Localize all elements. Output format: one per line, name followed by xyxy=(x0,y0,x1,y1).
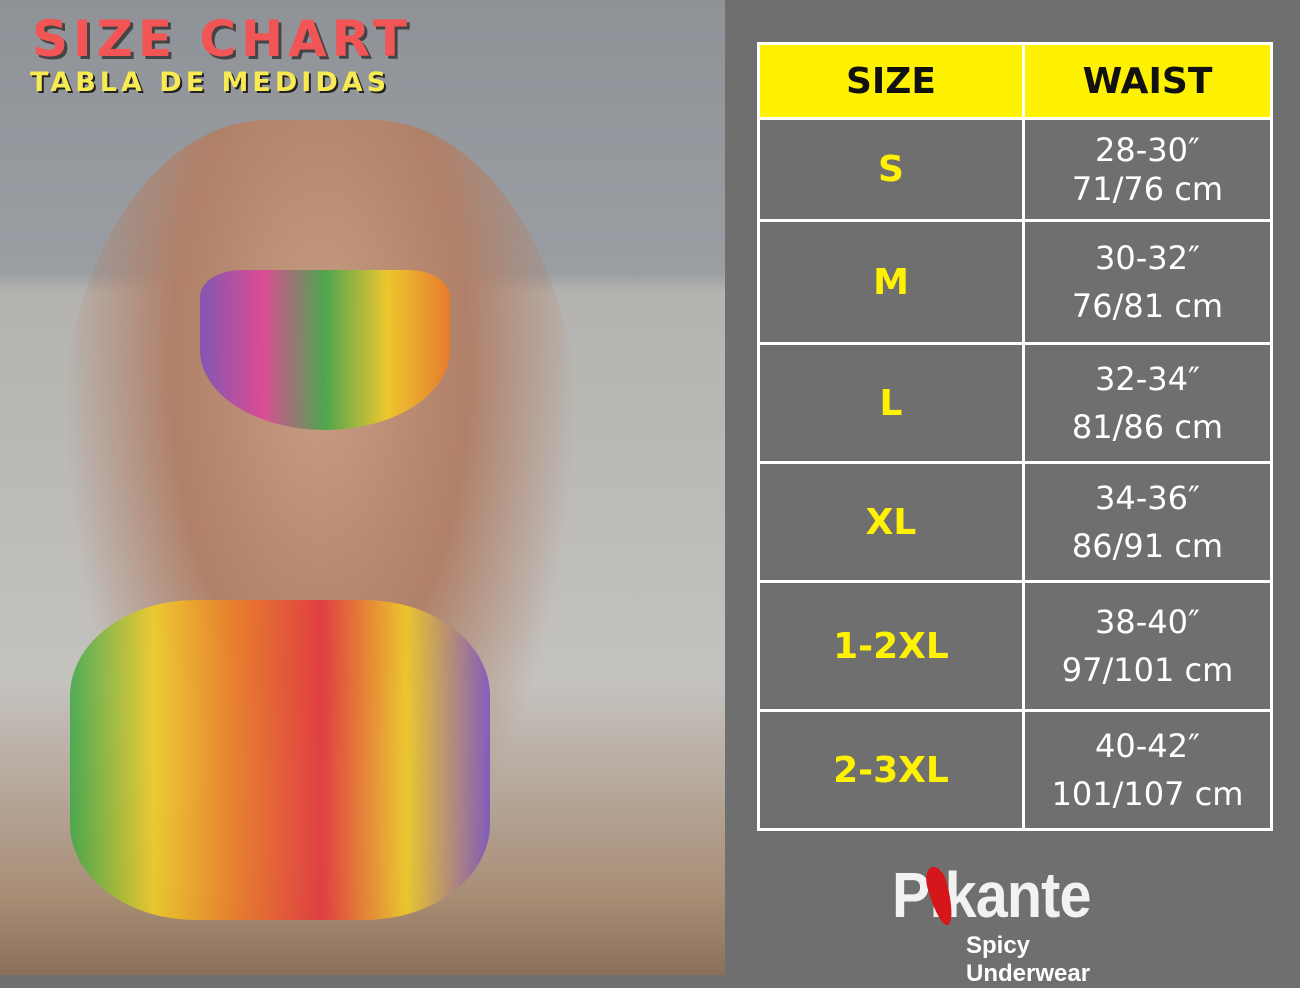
waist-cell: 40-42″ 101/107 cm xyxy=(1022,709,1273,831)
waist-cell: 32-34″ 81/86 cm xyxy=(1022,342,1273,464)
waist-inches: 28-30″ xyxy=(1095,131,1200,170)
header-waist: WAIST xyxy=(1022,42,1273,120)
model-photo: SIZE CHART TABLA DE MEDIDAS xyxy=(0,0,725,975)
waist-cm: 71/76 cm xyxy=(1071,169,1224,208)
header-size: SIZE xyxy=(757,42,1025,120)
size-cell: XL xyxy=(757,461,1025,583)
rainbow-leggings xyxy=(70,600,490,920)
waist-cm: 97/101 cm xyxy=(1061,651,1234,689)
table-row: S 28-30″ 71/76 cm xyxy=(757,117,1273,222)
waist-inches: 30-32″ xyxy=(1095,238,1200,277)
waist-cell: 38-40″ 97/101 cm xyxy=(1022,580,1273,712)
table-row: L 32-34″ 81/86 cm xyxy=(757,342,1273,464)
waist-cm: 101/107 cm xyxy=(1051,775,1244,813)
waist-inches: 40-42″ xyxy=(1095,726,1200,765)
waist-cell: 30-32″ 76/81 cm xyxy=(1022,219,1273,345)
waist-inches: 38-40″ xyxy=(1095,602,1200,641)
table-row: 2-3XL 40-42″ 101/107 cm xyxy=(757,709,1273,831)
size-chart-subtitle: TABLA DE MEDIDAS xyxy=(30,67,391,98)
waist-cm: 86/91 cm xyxy=(1071,527,1224,565)
table-row: 1-2XL 38-40″ 97/101 cm xyxy=(757,580,1273,712)
waist-inches: 34-36″ xyxy=(1095,478,1200,517)
table-header: SIZE WAIST xyxy=(757,42,1273,120)
size-cell: 1-2XL xyxy=(757,580,1025,712)
size-cell: M xyxy=(757,219,1025,345)
waist-cm: 81/86 cm xyxy=(1071,408,1224,446)
size-cell: L xyxy=(757,342,1025,464)
size-cell: 2-3XL xyxy=(757,709,1025,831)
table-row: M 30-32″ 76/81 cm xyxy=(757,219,1273,345)
waist-cell: 28-30″ 71/76 cm xyxy=(1022,117,1273,222)
table-row: XL 34-36″ 86/91 cm xyxy=(757,461,1273,583)
waist-cm: 76/81 cm xyxy=(1071,287,1224,325)
size-cell: S xyxy=(757,117,1025,222)
waist-cell: 34-36″ 86/91 cm xyxy=(1022,461,1273,583)
pikante-logo: Pikante Spicy Underwear xyxy=(892,848,1154,987)
size-table: SIZE WAIST S 28-30″ 71/76 cm M 30-32″ 76/8… xyxy=(757,42,1273,831)
rainbow-top xyxy=(200,270,450,430)
logo-tagline: Spicy Underwear xyxy=(966,932,1091,987)
waist-inches: 32-34″ xyxy=(1095,359,1200,398)
size-chart-title: SIZE CHART xyxy=(32,10,413,68)
logo-wordmark: Pikante xyxy=(892,859,1091,931)
